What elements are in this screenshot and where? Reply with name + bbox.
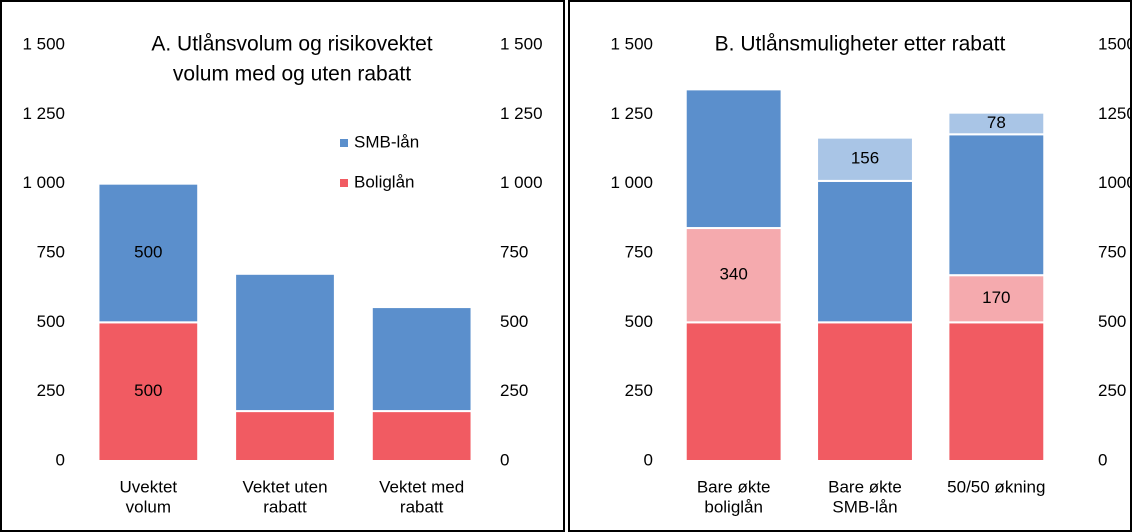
y-tick-label: 250 — [1098, 381, 1126, 400]
bar-segment — [947, 133, 1046, 277]
y-tick-label: 750 — [625, 242, 653, 261]
chart-title: A. Utlånsvolum og risikovektet — [151, 33, 432, 56]
y-tick-label: 250 — [625, 381, 653, 400]
y-tick-label: 250 — [37, 381, 65, 400]
x-tick-label: Bare økte — [828, 477, 902, 496]
y-tick-label: 0 — [56, 450, 65, 469]
chart-title: B. Utlånsmuligheter etter rabatt — [715, 33, 1006, 56]
y-tick-label: 1250 — [1098, 104, 1132, 123]
bar-segment — [97, 321, 200, 463]
bar-segment — [947, 111, 1046, 136]
y-tick-label: 1 000 — [610, 173, 653, 192]
y-tick-label: 1000 — [1098, 173, 1132, 192]
data-label: 156 — [851, 149, 879, 168]
y-tick-label: 1 000 — [22, 173, 65, 192]
y-tick-label: 750 — [37, 242, 65, 261]
y-tick-label: 750 — [500, 242, 528, 261]
y-tick-label: 0 — [644, 450, 653, 469]
y-tick-label: 500 — [625, 312, 653, 331]
y-tick-label: 1 250 — [610, 104, 653, 123]
bar-segment — [816, 321, 914, 463]
bar-segment — [947, 274, 1046, 324]
y-tick-label: 1 250 — [22, 104, 65, 123]
data-label: 500 — [134, 381, 162, 400]
x-tick-label: Vektet uten — [242, 477, 327, 496]
legend-label: SMB-lån — [354, 132, 419, 151]
y-tick-label: 250 — [500, 381, 528, 400]
bar-segment — [816, 179, 914, 324]
panel-border — [0, 0, 565, 532]
y-tick-label: 1 500 — [22, 34, 65, 53]
x-tick-label: SMB-lån — [832, 497, 897, 516]
x-tick-label: Vektet med — [379, 477, 464, 496]
y-tick-label: 500 — [500, 312, 528, 331]
y-tick-label: 0 — [1098, 450, 1107, 469]
x-tick-label: 50/50 økning — [947, 477, 1045, 496]
x-tick-label: volum — [126, 497, 171, 516]
bar-segment — [816, 136, 914, 182]
bar-segment — [684, 88, 783, 230]
x-tick-label: rabatt — [400, 497, 444, 516]
legend-swatch — [340, 179, 348, 187]
y-tick-label: 500 — [37, 312, 65, 331]
bar-segment — [97, 182, 200, 324]
y-tick-label: 1500 — [1098, 34, 1132, 53]
x-tick-label: Uvektet — [120, 477, 178, 496]
bar-segment — [234, 272, 336, 413]
data-label: 78 — [987, 113, 1006, 132]
data-label: 340 — [719, 265, 747, 284]
bar-segment — [947, 321, 1046, 463]
data-label: 500 — [134, 242, 162, 261]
bar-segment — [684, 227, 783, 324]
x-tick-label: Bare økte — [697, 477, 771, 496]
legend-label: Boliglån — [354, 172, 415, 191]
y-tick-label: 500 — [1098, 312, 1126, 331]
data-label: 170 — [982, 288, 1010, 307]
y-tick-label: 0 — [500, 450, 509, 469]
bar-segment — [370, 410, 473, 462]
bar-segment — [234, 410, 336, 462]
y-tick-label: 750 — [1098, 242, 1126, 261]
legend-swatch — [340, 139, 348, 147]
chart-title: volum med og uten rabatt — [173, 63, 411, 86]
y-tick-label: 1 250 — [500, 104, 543, 123]
panel-border — [568, 0, 1132, 532]
x-tick-label: rabatt — [263, 497, 307, 516]
y-tick-label: 1 500 — [500, 34, 543, 53]
bar-segment — [370, 306, 473, 413]
x-tick-label: boliglån — [704, 497, 763, 516]
bar-segment — [684, 321, 783, 463]
y-tick-label: 1 000 — [500, 173, 543, 192]
y-tick-label: 1 500 — [610, 34, 653, 53]
